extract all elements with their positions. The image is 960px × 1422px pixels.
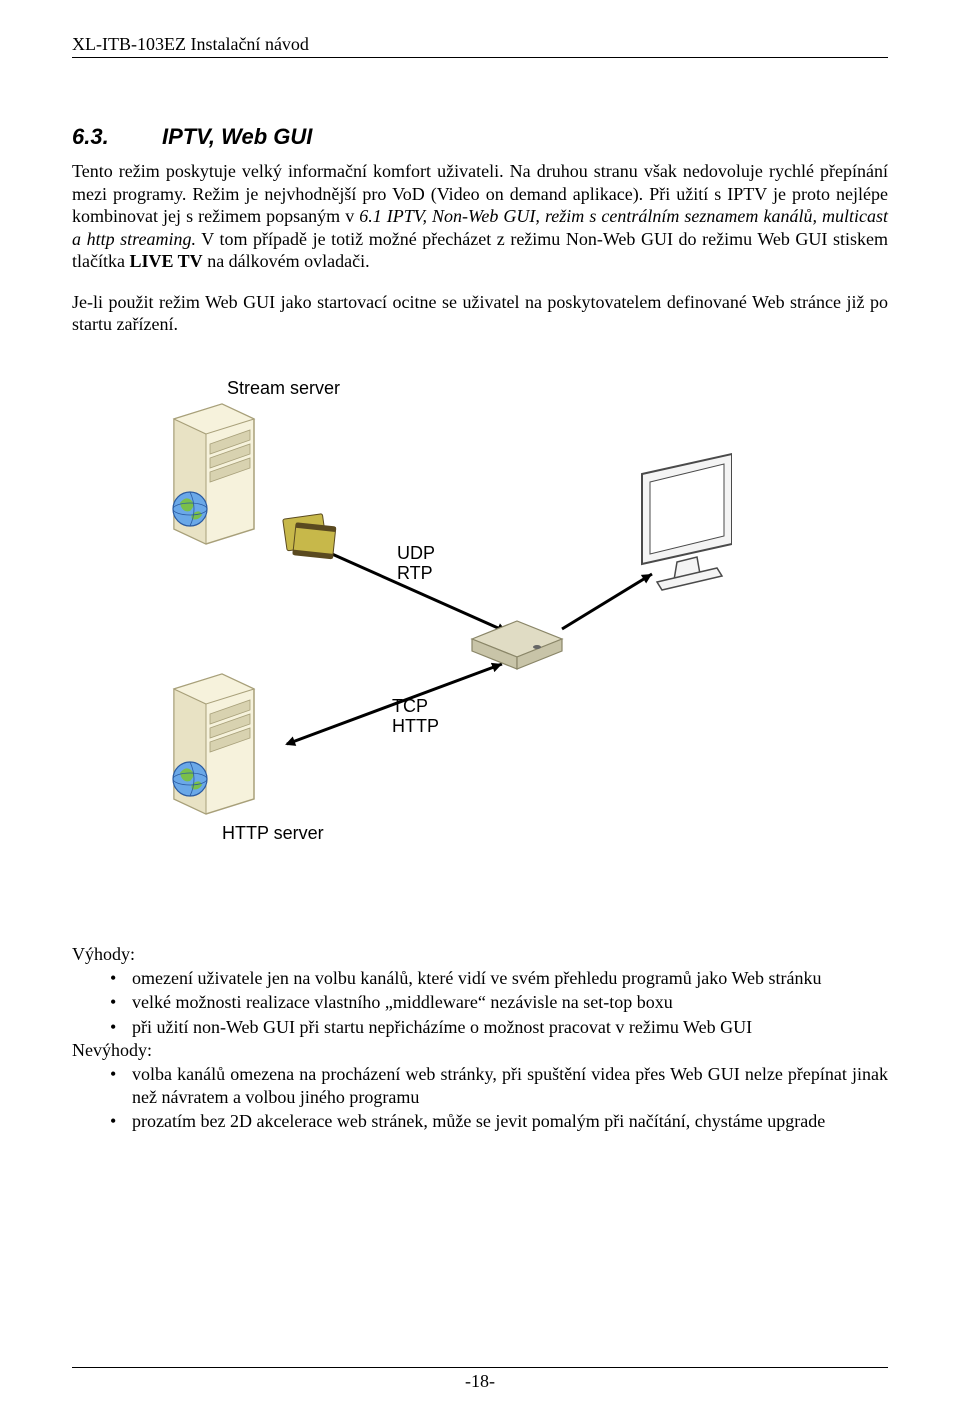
header-title: XL-ITB-103EZ Instalační návod: [72, 34, 309, 54]
page-content: 6.3.IPTV, Web GUI Tento režim poskytuje …: [72, 58, 888, 1133]
p1-post-b: na dálkovém ovladači.: [203, 251, 370, 271]
svg-text:TCP: TCP: [392, 696, 428, 716]
paragraph-1: Tento režim poskytuje velký informační k…: [72, 160, 888, 273]
svg-text:RTP: RTP: [397, 563, 433, 583]
section-heading: 6.3.IPTV, Web GUI: [72, 124, 888, 150]
svg-text:HTTP server: HTTP server: [222, 823, 324, 843]
section-number: 6.3.: [72, 124, 162, 150]
advantages-heading: Výhody:: [72, 944, 888, 965]
list-item: omezení uživatele jen na volbu kanálů, k…: [110, 967, 888, 990]
list-item: velké možnosti realizace vlastního „midd…: [110, 991, 888, 1014]
list-item: při užití non-Web GUI při startu nepřich…: [110, 1016, 888, 1039]
footer-rule: [72, 1367, 888, 1368]
advantages-list: omezení uživatele jen na volbu kanálů, k…: [72, 967, 888, 1039]
advantages-section: Výhody: omezení uživatele jen na volbu k…: [72, 944, 888, 1133]
network-diagram: Stream server HTTP server UDPRTP TCPHTTP: [132, 364, 888, 904]
disadvantages-heading: Nevýhody:: [72, 1040, 888, 1061]
p1-bold: LIVE TV: [129, 251, 202, 271]
list-item: prozatím bez 2D akcelerace web stránek, …: [110, 1110, 888, 1133]
svg-text:HTTP: HTTP: [392, 716, 439, 736]
page-header: XL-ITB-103EZ Instalační návod: [72, 34, 888, 55]
paragraph-2: Je-li použit režim Web GUI jako startova…: [72, 291, 888, 336]
svg-text:UDP: UDP: [397, 543, 435, 563]
disadvantages-list: volba kanálů omezena na procházení web s…: [72, 1063, 888, 1133]
page-footer: -18-: [72, 1367, 888, 1392]
page-number: -18-: [72, 1371, 888, 1392]
diagram-svg: Stream server HTTP server UDPRTP TCPHTTP: [132, 364, 732, 904]
list-item: volba kanálů omezena na procházení web s…: [110, 1063, 888, 1108]
section-title: IPTV, Web GUI: [162, 124, 312, 149]
svg-text:Stream server: Stream server: [227, 378, 340, 398]
